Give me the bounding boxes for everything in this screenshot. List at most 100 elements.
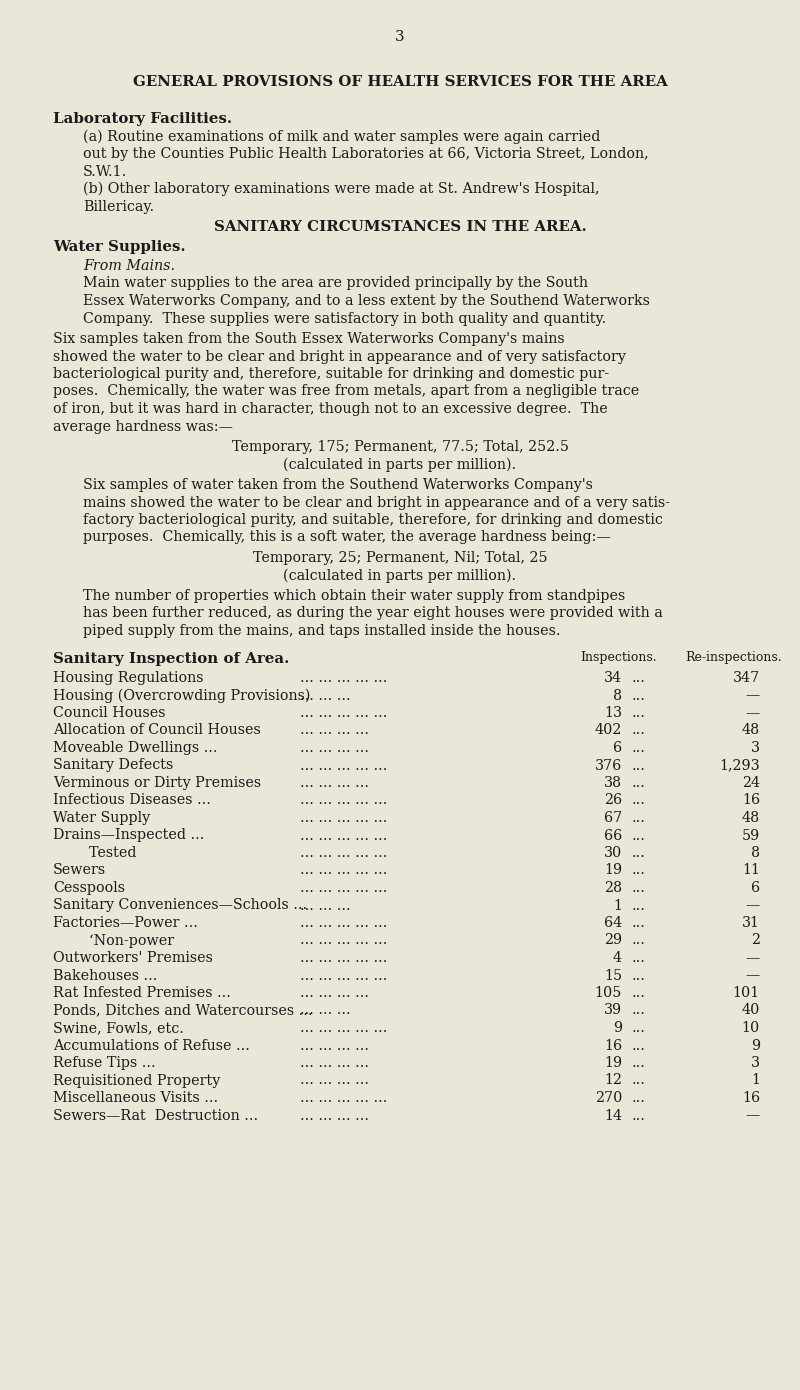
Text: Infectious Diseases ...: Infectious Diseases ... bbox=[53, 794, 211, 808]
Text: ... ... ...: ... ... ... bbox=[300, 688, 350, 702]
Text: 10: 10 bbox=[742, 1022, 760, 1036]
Text: ... ... ... ... ...: ... ... ... ... ... bbox=[300, 916, 387, 930]
Text: ...: ... bbox=[632, 1073, 646, 1087]
Text: Rat Infested Premises ...: Rat Infested Premises ... bbox=[53, 986, 231, 999]
Text: 66: 66 bbox=[604, 828, 622, 842]
Text: ... ... ...: ... ... ... bbox=[300, 898, 350, 912]
Text: ... ... ...: ... ... ... bbox=[300, 1004, 350, 1017]
Text: ... ... ... ...: ... ... ... ... bbox=[300, 776, 369, 790]
Text: 39: 39 bbox=[604, 1004, 622, 1017]
Text: ...: ... bbox=[632, 1004, 646, 1017]
Text: Allocation of Council Houses: Allocation of Council Houses bbox=[53, 724, 261, 738]
Text: ... ... ... ... ...: ... ... ... ... ... bbox=[300, 706, 387, 720]
Text: SANITARY CIRCUMSTANCES IN THE AREA.: SANITARY CIRCUMSTANCES IN THE AREA. bbox=[214, 220, 586, 234]
Text: Six samples of water taken from the Southend Waterworks Company's: Six samples of water taken from the Sout… bbox=[83, 478, 593, 492]
Text: Essex Waterworks Company, and to a less extent by the Southend Waterworks: Essex Waterworks Company, and to a less … bbox=[83, 295, 650, 309]
Text: 101: 101 bbox=[733, 986, 760, 999]
Text: 347: 347 bbox=[733, 671, 760, 685]
Text: ...: ... bbox=[632, 1091, 646, 1105]
Text: Housing (Overcrowding Provisions): Housing (Overcrowding Provisions) bbox=[53, 688, 310, 703]
Text: Temporary, 175; Permanent, 77.5; Total, 252.5: Temporary, 175; Permanent, 77.5; Total, … bbox=[231, 441, 569, 455]
Text: out by the Counties Public Health Laboratories at 66, Victoria Street, London,: out by the Counties Public Health Labora… bbox=[83, 147, 649, 161]
Text: 16: 16 bbox=[742, 1091, 760, 1105]
Text: ...: ... bbox=[632, 724, 646, 738]
Text: showed the water to be clear and bright in appearance and of very satisfactory: showed the water to be clear and bright … bbox=[53, 349, 626, 364]
Text: Water Supply: Water Supply bbox=[53, 810, 150, 826]
Text: 15: 15 bbox=[604, 969, 622, 983]
Text: 105: 105 bbox=[594, 986, 622, 999]
Text: 3: 3 bbox=[751, 1056, 760, 1070]
Text: 1,293: 1,293 bbox=[719, 759, 760, 773]
Text: ... ... ... ...: ... ... ... ... bbox=[300, 986, 369, 999]
Text: 3: 3 bbox=[751, 741, 760, 755]
Text: 16: 16 bbox=[604, 1038, 622, 1052]
Text: 38: 38 bbox=[604, 776, 622, 790]
Text: Refuse Tips ...: Refuse Tips ... bbox=[53, 1056, 156, 1070]
Text: ... ... ... ...: ... ... ... ... bbox=[300, 724, 369, 738]
Text: ... ... ... ... ...: ... ... ... ... ... bbox=[300, 759, 387, 773]
Text: Water Supplies.: Water Supplies. bbox=[53, 239, 186, 253]
Text: bacteriological purity and, therefore, suitable for drinking and domestic pur-: bacteriological purity and, therefore, s… bbox=[53, 367, 610, 381]
Text: Inspections.: Inspections. bbox=[580, 652, 657, 664]
Text: Ponds, Ditches and Watercourses ...: Ponds, Ditches and Watercourses ... bbox=[53, 1004, 313, 1017]
Text: 31: 31 bbox=[742, 916, 760, 930]
Text: ...: ... bbox=[632, 863, 646, 877]
Text: —: — bbox=[746, 706, 760, 720]
Text: 1: 1 bbox=[613, 898, 622, 912]
Text: Factories—Power ...: Factories—Power ... bbox=[53, 916, 198, 930]
Text: 67: 67 bbox=[604, 810, 622, 826]
Text: Tested: Tested bbox=[53, 847, 137, 860]
Text: 40: 40 bbox=[742, 1004, 760, 1017]
Text: Outworkers' Premises: Outworkers' Premises bbox=[53, 951, 213, 965]
Text: (b) Other laboratory examinations were made at St. Andrew's Hospital,: (b) Other laboratory examinations were m… bbox=[83, 182, 599, 196]
Text: mains showed the water to be clear and bright in appearance and of a very satis-: mains showed the water to be clear and b… bbox=[83, 495, 670, 510]
Text: ...: ... bbox=[632, 916, 646, 930]
Text: (calculated in parts per million).: (calculated in parts per million). bbox=[283, 569, 517, 582]
Text: Company.  These supplies were satisfactory in both quality and quantity.: Company. These supplies were satisfactor… bbox=[83, 311, 606, 325]
Text: ... ... ... ... ...: ... ... ... ... ... bbox=[300, 969, 387, 983]
Text: Miscellaneous Visits ...: Miscellaneous Visits ... bbox=[53, 1091, 218, 1105]
Text: Cesspools: Cesspools bbox=[53, 881, 125, 895]
Text: ... ... ... ... ...: ... ... ... ... ... bbox=[300, 863, 387, 877]
Text: ...: ... bbox=[632, 934, 646, 948]
Text: —: — bbox=[746, 1108, 760, 1123]
Text: 59: 59 bbox=[742, 828, 760, 842]
Text: ... ... ... ... ...: ... ... ... ... ... bbox=[300, 934, 387, 948]
Text: 11: 11 bbox=[742, 863, 760, 877]
Text: ...: ... bbox=[632, 951, 646, 965]
Text: ...: ... bbox=[632, 1108, 646, 1123]
Text: ...: ... bbox=[632, 969, 646, 983]
Text: 8: 8 bbox=[751, 847, 760, 860]
Text: 13: 13 bbox=[604, 706, 622, 720]
Text: ...: ... bbox=[632, 706, 646, 720]
Text: Billericay.: Billericay. bbox=[83, 200, 154, 214]
Text: (calculated in parts per million).: (calculated in parts per million). bbox=[283, 457, 517, 471]
Text: 19: 19 bbox=[604, 1056, 622, 1070]
Text: GENERAL PROVISIONS OF HEALTH SERVICES FOR THE AREA: GENERAL PROVISIONS OF HEALTH SERVICES FO… bbox=[133, 75, 667, 89]
Text: ... ... ... ...: ... ... ... ... bbox=[300, 1108, 369, 1123]
Text: —: — bbox=[746, 969, 760, 983]
Text: Six samples taken from the South Essex Waterworks Company's mains: Six samples taken from the South Essex W… bbox=[53, 332, 565, 346]
Text: Sanitary Conveniences—Schools ...: Sanitary Conveniences—Schools ... bbox=[53, 898, 307, 912]
Text: 6: 6 bbox=[751, 881, 760, 895]
Text: (a) Routine examinations of milk and water samples were again carried: (a) Routine examinations of milk and wat… bbox=[83, 129, 600, 145]
Text: Sanitary Inspection of Area.: Sanitary Inspection of Area. bbox=[53, 652, 290, 666]
Text: 30: 30 bbox=[604, 847, 622, 860]
Text: Sewers—Rat  Destruction ...: Sewers—Rat Destruction ... bbox=[53, 1108, 258, 1123]
Text: ... ... ... ... ...: ... ... ... ... ... bbox=[300, 951, 387, 965]
Text: —: — bbox=[746, 951, 760, 965]
Text: 12: 12 bbox=[604, 1073, 622, 1087]
Text: ... ... ... ...: ... ... ... ... bbox=[300, 1056, 369, 1070]
Text: factory bacteriological purity, and suitable, therefore, for drinking and domest: factory bacteriological purity, and suit… bbox=[83, 513, 663, 527]
Text: 9: 9 bbox=[751, 1038, 760, 1052]
Text: Housing Regulations: Housing Regulations bbox=[53, 671, 203, 685]
Text: 24: 24 bbox=[742, 776, 760, 790]
Text: 9: 9 bbox=[613, 1022, 622, 1036]
Text: ... ... ... ... ...: ... ... ... ... ... bbox=[300, 828, 387, 842]
Text: The number of properties which obtain their water supply from standpipes: The number of properties which obtain th… bbox=[83, 589, 626, 603]
Text: ...: ... bbox=[632, 671, 646, 685]
Text: ... ... ... ... ...: ... ... ... ... ... bbox=[300, 671, 387, 685]
Text: S.W.1.: S.W.1. bbox=[83, 164, 127, 178]
Text: ...: ... bbox=[632, 810, 646, 826]
Text: Requisitioned Property: Requisitioned Property bbox=[53, 1073, 220, 1087]
